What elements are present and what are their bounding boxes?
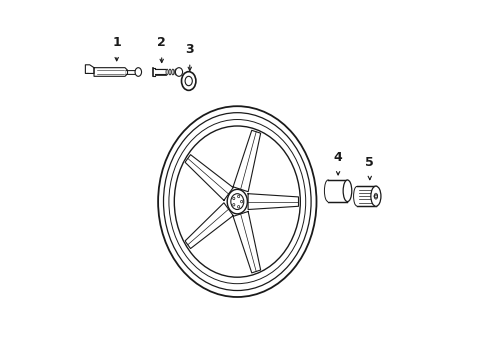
Polygon shape xyxy=(327,180,347,202)
Ellipse shape xyxy=(135,68,141,76)
Ellipse shape xyxy=(240,200,242,203)
Ellipse shape xyxy=(168,120,305,284)
Ellipse shape xyxy=(175,68,182,76)
Ellipse shape xyxy=(230,194,244,210)
Polygon shape xyxy=(247,194,298,210)
Ellipse shape xyxy=(232,203,234,206)
Polygon shape xyxy=(184,203,233,248)
Ellipse shape xyxy=(237,206,239,208)
Ellipse shape xyxy=(174,69,177,75)
Polygon shape xyxy=(233,130,260,192)
Polygon shape xyxy=(233,211,260,273)
Ellipse shape xyxy=(370,186,380,206)
Text: 3: 3 xyxy=(185,43,194,56)
Ellipse shape xyxy=(171,69,174,75)
Ellipse shape xyxy=(232,197,234,200)
Text: 4: 4 xyxy=(333,151,342,164)
Ellipse shape xyxy=(185,76,192,86)
Text: 5: 5 xyxy=(365,156,373,169)
Polygon shape xyxy=(356,186,375,206)
Ellipse shape xyxy=(227,189,247,214)
Ellipse shape xyxy=(168,69,171,75)
Ellipse shape xyxy=(166,69,168,75)
Ellipse shape xyxy=(343,180,351,202)
Polygon shape xyxy=(85,65,94,73)
Ellipse shape xyxy=(237,195,239,198)
Text: 1: 1 xyxy=(112,36,121,49)
Ellipse shape xyxy=(181,72,196,90)
Ellipse shape xyxy=(174,126,300,277)
Polygon shape xyxy=(94,68,127,76)
Polygon shape xyxy=(184,155,233,201)
Ellipse shape xyxy=(353,186,359,206)
Text: 2: 2 xyxy=(157,36,166,49)
Ellipse shape xyxy=(177,69,179,75)
Ellipse shape xyxy=(324,180,331,202)
